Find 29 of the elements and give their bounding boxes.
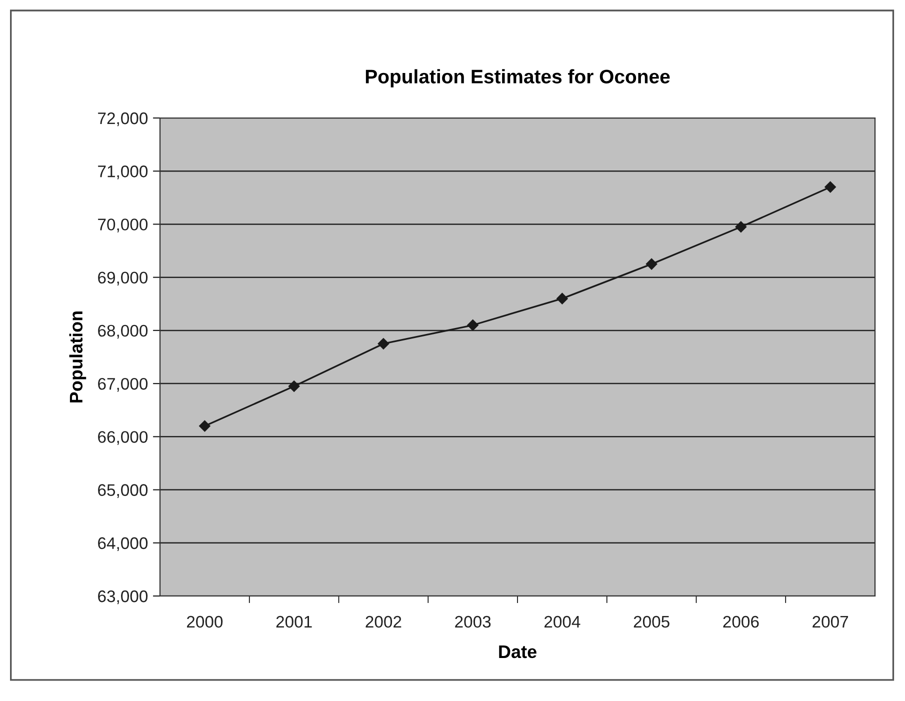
point: [556, 292, 568, 304]
x-tick-label: 2005: [634, 616, 670, 628]
y-tick-label: 72,000: [98, 112, 148, 126]
chart-title: Population Estimates for Oconee: [366, 69, 670, 88]
y-tick-label: 68,000: [98, 324, 148, 339]
y-tick-label: 67,000: [98, 378, 148, 392]
y-tick-label: 70,000: [98, 218, 148, 232]
y-axis-title: Population: [69, 311, 86, 402]
y-tick-label: 71,000: [98, 166, 148, 180]
y-tick-label: 64,000: [98, 537, 148, 552]
x-tick-label: 2004: [544, 616, 580, 628]
point: [378, 338, 390, 350]
point: [735, 221, 747, 232]
y-tick-label: 63,000: [98, 590, 148, 604]
x-tick-label: 2002: [366, 616, 402, 628]
point: [467, 320, 478, 331]
x-tick-label: 2006: [723, 616, 759, 628]
point: [199, 420, 210, 432]
y-tick-label: 65,000: [98, 484, 148, 498]
x-axis-title: Date: [499, 646, 536, 658]
point: [824, 181, 836, 193]
x-tick-label: 2000: [186, 616, 223, 628]
x-tick-label: 2003: [455, 616, 491, 628]
point: [646, 258, 658, 270]
x-tick-label: 2001: [276, 616, 312, 628]
y-tick-label: 69,000: [98, 272, 148, 286]
x-tick-label: 2007: [812, 616, 848, 628]
point: [288, 380, 300, 392]
y-tick-label: 66,000: [98, 431, 148, 445]
